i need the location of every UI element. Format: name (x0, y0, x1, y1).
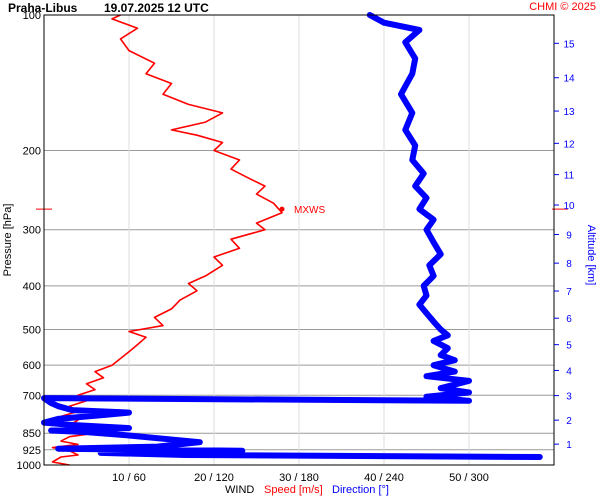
pressure-tick-label: 200 (23, 145, 41, 157)
pressure-tick-label: 300 (23, 225, 41, 237)
altitude-tick-label: 11 (564, 171, 575, 182)
series-layer: MXWS (36, 12, 568, 466)
pressure-tick-label: 1000 (17, 460, 41, 472)
plot-border (43, 14, 555, 466)
pressure-tick-label: 700 (23, 390, 41, 402)
footer-wind: WIND (225, 484, 255, 496)
x-tick-label: 50 / 300 (449, 472, 489, 484)
altitude-tick-label: 14 (563, 74, 575, 85)
footer-speed-label: Speed [m/s] (264, 484, 323, 496)
pressure-tick-label: 925 (23, 445, 41, 457)
altitude-tick-label: 4 (566, 366, 572, 377)
pressure-tick-label: 100 (23, 10, 41, 22)
plot-frame (43, 14, 555, 466)
altitude-tick-label: 8 (566, 259, 572, 270)
sounding-datetime: 19.07.2025 12 UTC (104, 1, 209, 15)
copyright: CHMI © 2025 (529, 1, 596, 13)
x-tick-label: 40 / 240 (364, 472, 404, 484)
altitude-tick-label: 3 (566, 392, 572, 403)
x-tick-label: 20 / 120 (194, 472, 234, 484)
altitude-tick-label: 2 (566, 416, 572, 427)
pressure-tick-label: 400 (23, 281, 41, 293)
left-axis-title: Pressure [hPa] (2, 204, 14, 277)
altitude-tick-label: 6 (566, 314, 572, 325)
pressure-tick-label: 850 (23, 428, 41, 440)
mxws-label: MXWS (294, 205, 325, 216)
right-axis-title: Altitude [km] (585, 225, 597, 286)
mxws-point (279, 206, 285, 212)
pressure-tick-label: 500 (23, 325, 41, 337)
altitude-tick-label: 13 (563, 107, 575, 118)
altitude-tick-label: 1 (566, 440, 572, 451)
altitude-tick-label: 15 (563, 39, 575, 50)
altitude-tick-label: 10 (563, 201, 575, 212)
altitude-tick-label: 5 (566, 341, 572, 352)
altitude-tick-label: 12 (563, 139, 575, 150)
direction-series-line (41, 12, 543, 460)
x-tick-label: 10 / 60 (112, 472, 146, 484)
altitude-tick-label: 9 (566, 230, 572, 241)
altitude-tick-label: 7 (566, 287, 572, 298)
station-name: Praha-Libus (8, 1, 78, 15)
x-tick-label: 30 / 180 (279, 472, 319, 484)
pressure-tick-label: 600 (23, 360, 41, 372)
footer-direction-label: Direction [°] (332, 484, 389, 496)
